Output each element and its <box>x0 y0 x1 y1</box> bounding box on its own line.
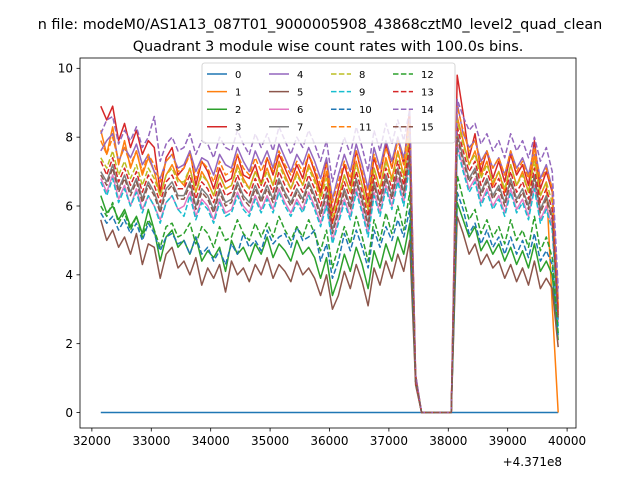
legend-label-4: 4 <box>297 70 303 81</box>
x-tick-label: 39000 <box>489 434 527 448</box>
axes-frame <box>79 57 577 429</box>
figure-suptitle: n file: modeM0/AS1A13_087T01_9000005908_… <box>38 17 603 33</box>
legend-label-15: 15 <box>421 123 434 134</box>
legend-label-13: 13 <box>421 87 434 98</box>
x-offset-label: +4.371e8 <box>503 455 562 469</box>
y-tick-label: 6 <box>65 199 73 213</box>
series-lines <box>100 74 559 414</box>
plot-area: 32000 33000 34000 35000 36000 37000 38000 39000… <box>58 57 586 448</box>
x-tick-label: 33000 <box>132 434 170 448</box>
legend-label-3: 3 <box>235 123 241 134</box>
legend-label-11: 11 <box>359 123 372 134</box>
series-line-10 <box>100 191 559 414</box>
legend-label-1: 1 <box>235 87 241 98</box>
x-tick-label: 36000 <box>310 434 348 448</box>
legend-label-12: 12 <box>421 70 434 81</box>
x-tick-label: 40000 <box>548 434 586 448</box>
y-tick-label: 10 <box>58 62 73 76</box>
legend-label-6: 6 <box>297 105 303 116</box>
series-line-4 <box>100 101 559 414</box>
y-tick-label: 8 <box>65 130 73 144</box>
legend-label-0: 0 <box>235 70 241 81</box>
x-tick-label: 32000 <box>73 434 111 448</box>
series-line-11 <box>100 105 559 414</box>
series-line-2 <box>100 195 559 414</box>
series-line-5 <box>100 215 559 414</box>
y-tick-label: 2 <box>65 337 73 351</box>
chart-title: Quadrant 3 module wise count rates with … <box>133 39 524 55</box>
legend-label-10: 10 <box>359 105 372 116</box>
x-tick-label: 38000 <box>429 434 467 448</box>
series-line-12 <box>100 174 559 414</box>
series-line-9 <box>100 146 559 414</box>
legend-label-14: 14 <box>421 105 434 116</box>
legend-label-8: 8 <box>359 70 365 81</box>
series-line-14 <box>100 98 559 414</box>
x-tick-label: 35000 <box>251 434 289 448</box>
y-tick-label: 0 <box>65 406 73 420</box>
legend-label-7: 7 <box>297 123 303 134</box>
x-tick-label: 34000 <box>192 434 230 448</box>
x-tick-label: 37000 <box>370 434 408 448</box>
legend-label-9: 9 <box>359 87 365 98</box>
y-tick-label: 4 <box>65 268 73 282</box>
series-line-15 <box>100 136 559 414</box>
legend-label-5: 5 <box>297 87 303 98</box>
series-line-1 <box>100 115 559 414</box>
series-line-8 <box>100 119 559 414</box>
legend-label-2: 2 <box>235 105 241 116</box>
legend-frame <box>201 62 456 144</box>
series-line-13 <box>100 126 559 414</box>
